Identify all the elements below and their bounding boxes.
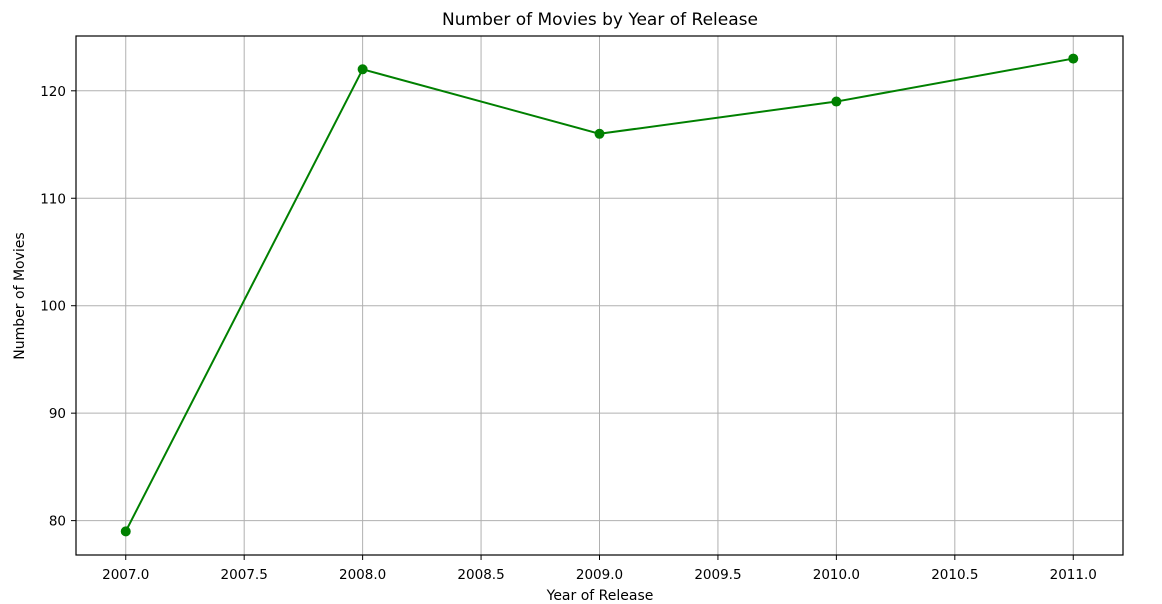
x-axis-label: Year of Release	[546, 588, 654, 604]
x-tick-label: 2008.0	[339, 567, 386, 583]
data-point	[120, 526, 131, 537]
series-layer	[120, 53, 1079, 537]
y-tick-label: 100	[40, 299, 66, 315]
y-tick-label: 120	[40, 84, 66, 100]
x-axis-ticks: 2007.0 2007.5 2008.0 2008.5 2009.0 2009.5 2010…	[102, 555, 1097, 583]
y-tick-label: 90	[49, 406, 66, 422]
x-tick-label: 2010.5	[931, 567, 978, 583]
y-axis-ticks: 80 90 100 110 120	[40, 84, 76, 530]
x-tick-label: 2007.0	[102, 567, 149, 583]
x-tick-label: 2009.0	[576, 567, 623, 583]
grid-lines	[76, 36, 1123, 555]
x-tick-label: 2007.5	[221, 567, 268, 583]
chart-title: Number of Movies by Year of Release	[442, 10, 758, 30]
x-tick-label: 2008.5	[457, 567, 504, 583]
x-tick-label: 2011.0	[1050, 567, 1097, 583]
data-point	[357, 64, 368, 75]
data-point	[594, 128, 605, 139]
data-point	[831, 96, 842, 107]
data-point	[1068, 53, 1079, 64]
y-tick-label: 110	[40, 191, 66, 207]
y-tick-label: 80	[49, 514, 66, 530]
y-axis-label: Number of Movies	[12, 232, 28, 359]
x-tick-label: 2010.0	[813, 567, 860, 583]
x-tick-label: 2009.5	[694, 567, 741, 583]
